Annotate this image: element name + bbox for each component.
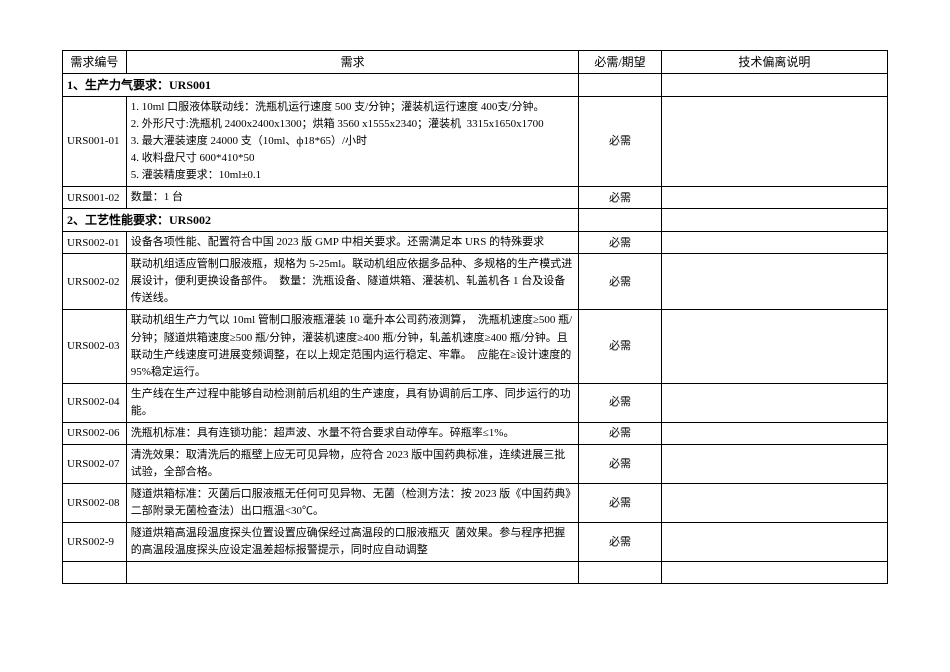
req-id: URS001-01 <box>63 97 127 187</box>
req-text: 联动机组生产力气以 10ml 管制口服液瓶灌装 10 毫升本公司药液测算， 洗瓶… <box>126 310 579 383</box>
requirements-table: 需求编号 需求 必需/期望 技术偏离说明 1、生产力气要求：URS001 URS… <box>62 50 888 584</box>
table-row: URS001-01 1. 10ml 口服液体联动线：洗瓶机运行速度 500 支/… <box>63 97 888 187</box>
req-dev <box>661 383 887 422</box>
req-dev <box>661 522 887 561</box>
req-dev <box>661 310 887 383</box>
req-need: 必需 <box>579 522 661 561</box>
req-need: 必需 <box>579 483 661 522</box>
empty-cell <box>579 74 661 97</box>
req-need: 必需 <box>579 310 661 383</box>
req-dev <box>661 254 887 310</box>
table-row: URS002-01 设备各项性能、配置符合中国 2023 版 GMP 中相关要求… <box>63 232 888 254</box>
req-id: URS002-06 <box>63 422 127 444</box>
req-id: URS002-03 <box>63 310 127 383</box>
empty-cell <box>661 562 887 584</box>
req-id: URS002-08 <box>63 483 127 522</box>
req-text: 洗瓶机标准：具有连锁功能：超声波、水量不符合要求自动停车。碎瓶率≤1%。 <box>126 422 579 444</box>
req-dev <box>661 187 887 209</box>
table-row: URS002-06 洗瓶机标准：具有连锁功能：超声波、水量不符合要求自动停车。碎… <box>63 422 888 444</box>
req-dev <box>661 483 887 522</box>
req-id: URS002-9 <box>63 522 127 561</box>
header-id: 需求编号 <box>63 51 127 74</box>
table-row: URS002-04 生产线在生产过程中能够自动检测前后机组的生产速度，具有协调前… <box>63 383 888 422</box>
req-need: 必需 <box>579 422 661 444</box>
req-id: URS002-07 <box>63 444 127 483</box>
section-row: 2、工艺性能要求：URS002 <box>63 209 888 232</box>
header-need: 必需/期望 <box>579 51 661 74</box>
section-row: 1、生产力气要求：URS001 <box>63 74 888 97</box>
req-dev <box>661 422 887 444</box>
header-req: 需求 <box>126 51 579 74</box>
section-2-title: 2、工艺性能要求：URS002 <box>63 209 579 232</box>
req-id: URS001-02 <box>63 187 127 209</box>
table-row: URS002-08 隧道烘箱标准：灭菌后口服液瓶无任何可见异物、无菌（检测方法：… <box>63 483 888 522</box>
req-need: 必需 <box>579 187 661 209</box>
empty-cell <box>126 562 579 584</box>
empty-cell <box>579 209 661 232</box>
req-dev <box>661 232 887 254</box>
req-dev <box>661 97 887 187</box>
req-need: 必需 <box>579 383 661 422</box>
req-id: URS002-04 <box>63 383 127 422</box>
req-need: 必需 <box>579 254 661 310</box>
section-1-title: 1、生产力气要求：URS001 <box>63 74 579 97</box>
empty-cell <box>63 562 127 584</box>
table-header-row: 需求编号 需求 必需/期望 技术偏离说明 <box>63 51 888 74</box>
req-id: URS002-01 <box>63 232 127 254</box>
req-dev <box>661 444 887 483</box>
table-row: URS002-02 联动机组适应管制口服液瓶，规格为 5-25ml。联动机组应依… <box>63 254 888 310</box>
req-need: 必需 <box>579 232 661 254</box>
req-need: 必需 <box>579 444 661 483</box>
header-dev: 技术偏离说明 <box>661 51 887 74</box>
table-row: URS002-03 联动机组生产力气以 10ml 管制口服液瓶灌装 10 毫升本… <box>63 310 888 383</box>
req-text: 清洗效果：取清洗后的瓶壁上应无可见异物，应符合 2023 版中国药典标准，连续进… <box>126 444 579 483</box>
empty-cell <box>661 209 887 232</box>
req-text: 数量：1 台 <box>126 187 579 209</box>
req-text: 隧道烘箱标准：灭菌后口服液瓶无任何可见异物、无菌（检测方法：按 2023 版《中… <box>126 483 579 522</box>
req-need: 必需 <box>579 97 661 187</box>
req-text: 隧道烘箱高温段温度探头位置设置应确保经过高温段的口服液瓶灭 菌效果。参与程序把握… <box>126 522 579 561</box>
table-row: URS002-9 隧道烘箱高温段温度探头位置设置应确保经过高温段的口服液瓶灭 菌… <box>63 522 888 561</box>
empty-cell <box>661 74 887 97</box>
table-row-empty <box>63 562 888 584</box>
req-text: 联动机组适应管制口服液瓶，规格为 5-25ml。联动机组应依据多品种、多规格的生… <box>126 254 579 310</box>
req-text: 生产线在生产过程中能够自动检测前后机组的生产速度，具有协调前后工序、同步运行的功… <box>126 383 579 422</box>
req-id: URS002-02 <box>63 254 127 310</box>
req-text: 1. 10ml 口服液体联动线：洗瓶机运行速度 500 支/分钟；灌装机运行速度… <box>126 97 579 187</box>
table-row: URS001-02 数量：1 台 必需 <box>63 187 888 209</box>
req-text: 设备各项性能、配置符合中国 2023 版 GMP 中相关要求。还需满足本 URS… <box>126 232 579 254</box>
table-row: URS002-07 清洗效果：取清洗后的瓶壁上应无可见异物，应符合 2023 版… <box>63 444 888 483</box>
empty-cell <box>579 562 661 584</box>
